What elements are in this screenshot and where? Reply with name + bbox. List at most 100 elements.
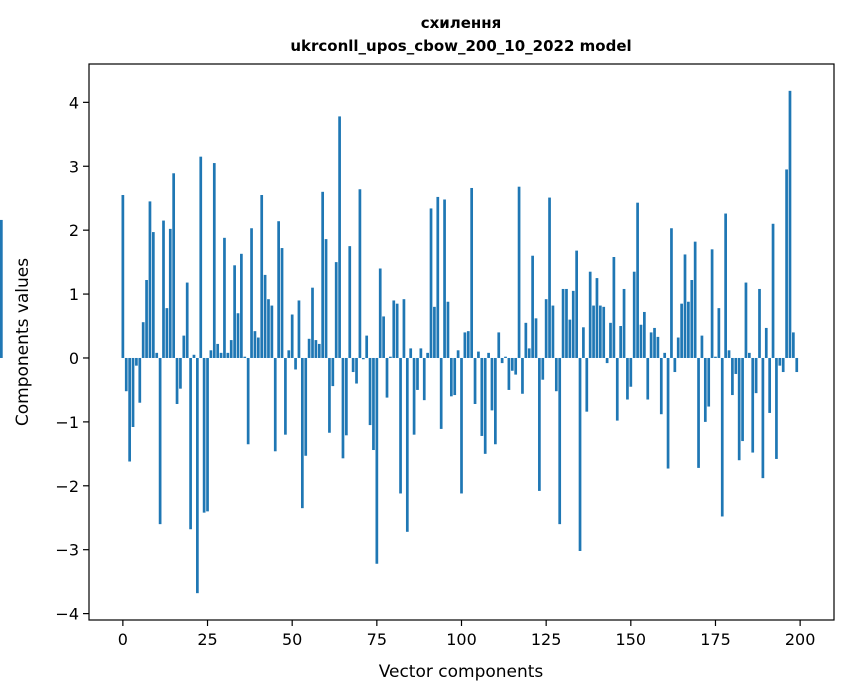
bar: [659, 357, 663, 415]
bar: [368, 357, 372, 426]
bar: [280, 248, 284, 358]
bar: [409, 348, 413, 358]
bar: [182, 335, 186, 358]
bar: [565, 288, 568, 358]
bar: [490, 357, 494, 411]
x-tick-label: 25: [197, 630, 217, 649]
x-tick-label: 100: [446, 630, 477, 649]
bar: [297, 300, 301, 358]
bar: [463, 332, 467, 358]
bar: [189, 357, 192, 530]
bar: [646, 357, 650, 400]
bar: [206, 357, 209, 512]
bar: [314, 340, 318, 358]
bar: [135, 357, 138, 366]
bar: [216, 343, 220, 358]
y-tick-label: −1: [55, 413, 79, 432]
bar: [531, 255, 534, 358]
bar: [402, 299, 406, 358]
bar: [663, 352, 667, 358]
bar: [687, 301, 690, 358]
bar: [175, 357, 179, 404]
x-tick-label: 125: [531, 630, 562, 649]
bar: [165, 308, 169, 358]
bar: [307, 338, 311, 358]
bar: [209, 350, 213, 358]
bar: [683, 254, 687, 358]
bar: [317, 343, 321, 358]
bar: [548, 197, 551, 358]
bar: [744, 282, 748, 358]
bar: [629, 357, 633, 387]
bar: [568, 319, 572, 358]
bar: [382, 316, 385, 358]
bar: [703, 357, 707, 422]
bar: [290, 314, 294, 358]
bar: [554, 357, 558, 392]
x-tick-label: 0: [118, 630, 128, 649]
bar: [138, 357, 142, 403]
bar: [544, 299, 548, 358]
bar: [670, 228, 673, 358]
bar: [436, 196, 440, 358]
bar: [321, 191, 325, 358]
bar: [273, 357, 277, 452]
bar: [690, 280, 694, 358]
bar: [781, 357, 785, 373]
bar: [304, 357, 308, 456]
bar: [422, 357, 426, 401]
bar: [714, 356, 717, 358]
bar: [771, 223, 775, 358]
x-tick-label: 200: [785, 630, 816, 649]
bar: [263, 274, 267, 358]
bar: [416, 357, 419, 390]
bar: [517, 186, 521, 358]
bar: [145, 280, 148, 358]
bar: [538, 357, 541, 491]
bar: [443, 199, 446, 358]
bar: [717, 308, 721, 358]
bar: [196, 357, 199, 594]
bar: [199, 156, 203, 358]
bar: [497, 332, 501, 358]
bar: [128, 357, 131, 462]
bar: [246, 357, 250, 445]
bar: [788, 90, 792, 358]
chart-title-line-1: схилення: [421, 14, 502, 32]
bar: [358, 189, 362, 358]
bar: [324, 239, 328, 358]
bar: [622, 288, 626, 358]
bar: [643, 311, 646, 358]
bar: [389, 356, 392, 358]
bar: [151, 232, 155, 358]
bar: [768, 357, 772, 413]
bar: [500, 357, 504, 364]
bar: [521, 357, 524, 394]
y-axis-label: Components values: [13, 258, 33, 426]
bar: [541, 357, 545, 380]
bar: [375, 357, 379, 564]
bar: [693, 241, 697, 358]
plot-frame: [88, 63, 835, 621]
bar: [758, 288, 761, 358]
bar: [267, 299, 270, 358]
bar: [185, 282, 189, 358]
bar: [399, 357, 402, 494]
y-tick-label: 2: [69, 221, 79, 240]
bar: [792, 332, 795, 358]
bar: [487, 352, 490, 358]
y-tick-label: 4: [69, 93, 79, 112]
bar: [250, 228, 253, 358]
x-axis-ticks: 0 25 50 75 100 125 150 175 200: [118, 620, 816, 649]
bar: [609, 322, 612, 358]
y-tick-label: 0: [69, 349, 79, 368]
bar: [460, 357, 463, 494]
bar: [602, 306, 606, 358]
bar: [124, 357, 128, 392]
bar: [775, 357, 778, 459]
bar: [148, 201, 152, 358]
bar: [785, 169, 788, 358]
bar: [236, 313, 240, 358]
bar: [707, 357, 711, 407]
